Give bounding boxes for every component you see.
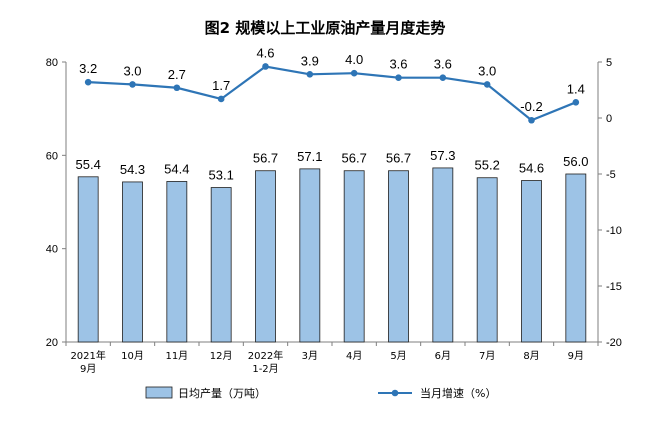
x-tick-label: 10月 xyxy=(121,350,144,362)
bar-value-label: 55.2 xyxy=(475,158,500,173)
legend: 日均产量（万吨） 当月增速（%） xyxy=(145,386,496,400)
growth-point xyxy=(84,78,92,86)
bar xyxy=(299,168,321,343)
x-tick-label: 7月 xyxy=(479,350,495,362)
bar xyxy=(122,181,143,343)
line-value-label: 4.6 xyxy=(256,45,274,60)
growth-point xyxy=(483,81,491,88)
line-value-label: 1.4 xyxy=(567,81,585,96)
bar xyxy=(77,176,99,343)
bar xyxy=(388,170,409,343)
left-tick-label: 60 xyxy=(46,150,58,162)
bar-series xyxy=(77,167,587,343)
line-value-label: 3.0 xyxy=(478,63,496,78)
growth-point xyxy=(217,95,225,103)
line-series xyxy=(84,63,580,124)
bar-value-label: 55.4 xyxy=(76,157,101,172)
right-tick-label: 0 xyxy=(606,113,612,125)
x-tick-line: 3月 xyxy=(302,350,318,362)
legend-bar-swatch xyxy=(145,386,173,399)
bar-value-label: 56.7 xyxy=(342,151,367,166)
chart-title: 图2 规模以上工业原油产量月度走势 xyxy=(205,19,446,37)
growth-point xyxy=(395,74,402,81)
bar xyxy=(343,170,365,343)
bar xyxy=(476,177,498,343)
growth-point xyxy=(129,81,136,88)
growth-point xyxy=(439,74,447,81)
growth-point xyxy=(306,71,314,78)
legend-line-label: 当月增速（%） xyxy=(420,386,496,400)
bar-value-label: 53.1 xyxy=(209,168,234,183)
x-tick-line: 10月 xyxy=(121,350,144,362)
bar xyxy=(521,180,542,343)
x-tick-line: 1-2月 xyxy=(252,363,278,375)
x-tick-line: 6月 xyxy=(435,350,451,362)
bar-value-label: 54.3 xyxy=(120,162,145,177)
x-tick-label: 6月 xyxy=(435,350,451,362)
right-tick-label: -10 xyxy=(606,225,622,237)
left-tick-label: 80 xyxy=(46,57,58,69)
line-value-label: -0.2 xyxy=(520,99,542,114)
x-tick-line: 4月 xyxy=(346,350,362,362)
legend-line-marker xyxy=(391,389,399,397)
line-value-label: 3.6 xyxy=(434,57,452,72)
x-tick-line: 8月 xyxy=(523,350,539,362)
left-tick-label: 40 xyxy=(46,244,58,256)
x-tick-label: 5月 xyxy=(390,350,406,362)
bar xyxy=(166,181,188,343)
right-tick-label: 5 xyxy=(606,57,612,69)
growth-line xyxy=(88,65,577,122)
x-tick-label: 8月 xyxy=(523,350,539,362)
x-tick-label: 2021年 9月 xyxy=(70,349,105,375)
growth-point xyxy=(572,99,580,106)
data-labels: 55.4 54.3 54.4 53.1 56.7 57.1 56.7 56.7 57.3 55.2… xyxy=(76,45,589,182)
bar-value-label: 56.0 xyxy=(563,154,588,169)
growth-point xyxy=(173,84,181,92)
x-tick-label: 11月 xyxy=(165,350,188,362)
x-tick-label: 12月 xyxy=(210,350,233,362)
bar-value-label: 57.3 xyxy=(430,148,455,163)
x-tick-label: 3月 xyxy=(302,350,318,362)
x-tick-line: 12月 xyxy=(210,350,233,362)
x-tick-label: 4月 xyxy=(346,350,362,362)
x-tick-label: 2022年 1-2月 xyxy=(248,349,283,375)
x-tick-line: 9月 xyxy=(80,363,96,375)
axes: 20 40 60 80 -20 -15 -10 -5 0 5 xyxy=(46,57,622,349)
line-value-label: 1.7 xyxy=(212,78,230,93)
bar xyxy=(255,170,276,343)
line-value-label: 2.7 xyxy=(168,67,186,82)
bar-value-label: 54.6 xyxy=(519,161,544,176)
growth-point xyxy=(528,116,535,124)
x-tick-line: 5月 xyxy=(390,350,406,362)
growth-point xyxy=(350,69,358,77)
x-tick-line: 2021年 xyxy=(70,349,105,362)
bar xyxy=(432,167,454,343)
x-tick-line: 11月 xyxy=(165,350,188,362)
x-tick-line: 7月 xyxy=(479,350,495,362)
line-value-label: 3.9 xyxy=(301,53,319,68)
line-value-label: 3.0 xyxy=(123,63,141,78)
bar-value-label: 56.7 xyxy=(253,151,278,166)
bar-value-label: 57.1 xyxy=(297,149,322,164)
line-value-label: 3.6 xyxy=(389,57,407,72)
line-value-label: 3.2 xyxy=(79,61,97,76)
right-tick-label: -20 xyxy=(606,337,622,349)
growth-point xyxy=(262,63,269,70)
right-tick-label: -15 xyxy=(606,281,622,293)
x-tick-line: 2022年 xyxy=(248,349,283,362)
x-tick-line: 9月 xyxy=(568,350,584,362)
bar xyxy=(210,187,232,343)
left-tick-label: 20 xyxy=(46,337,58,349)
right-tick-label: -5 xyxy=(606,169,616,181)
bar-value-label: 54.4 xyxy=(164,161,189,176)
x-tick-label: 9月 xyxy=(568,350,584,362)
bar-value-label: 56.7 xyxy=(386,151,411,166)
bar xyxy=(565,173,587,343)
line-value-label: 4.0 xyxy=(345,52,363,67)
legend-bar-label: 日均产量（万吨） xyxy=(178,386,266,400)
